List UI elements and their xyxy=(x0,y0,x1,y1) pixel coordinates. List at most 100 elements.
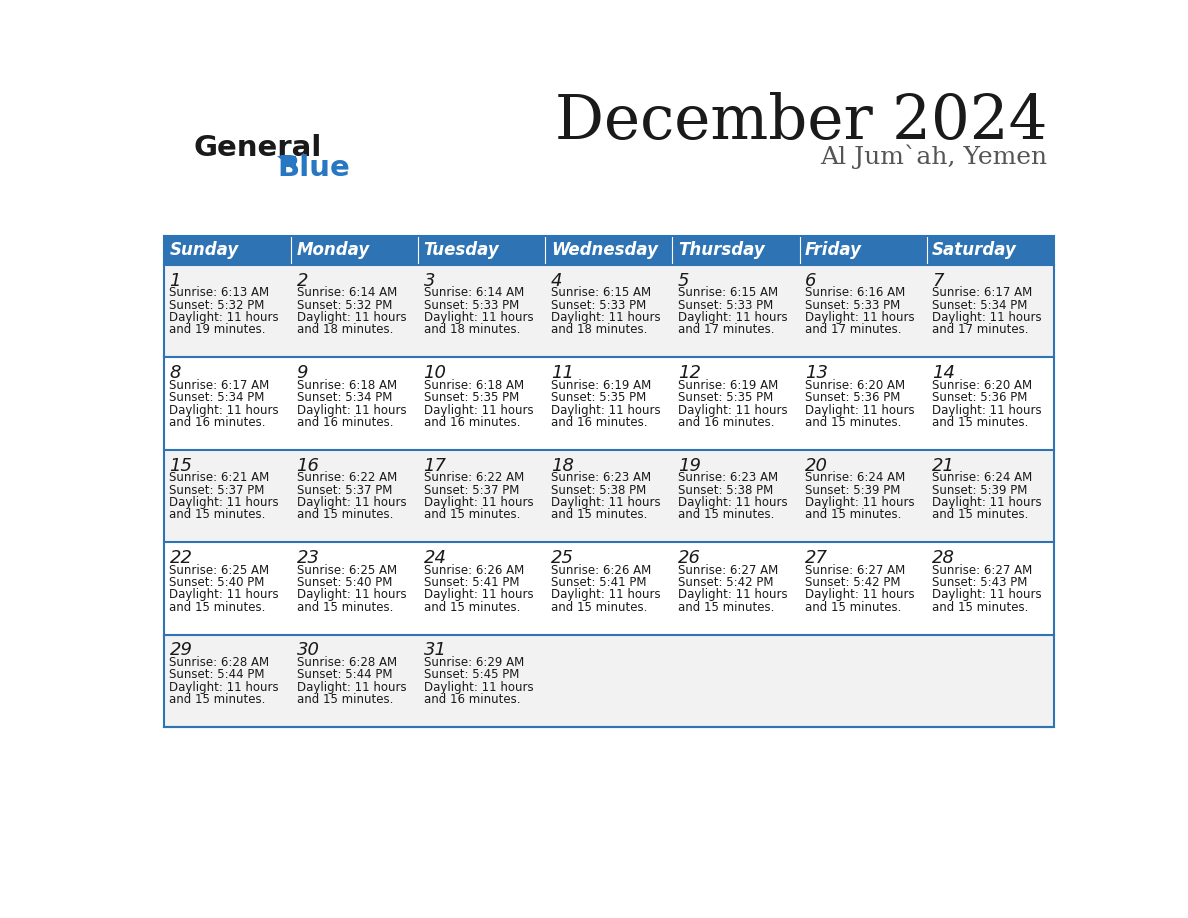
Text: Daylight: 11 hours: Daylight: 11 hours xyxy=(805,311,915,324)
Bar xyxy=(672,236,800,265)
Text: Daylight: 11 hours: Daylight: 11 hours xyxy=(933,311,1042,324)
Text: and 19 minutes.: and 19 minutes. xyxy=(170,323,266,337)
Text: Sunset: 5:39 PM: Sunset: 5:39 PM xyxy=(805,484,901,497)
Text: Saturday: Saturday xyxy=(933,241,1017,259)
Text: Daylight: 11 hours: Daylight: 11 hours xyxy=(424,311,533,324)
Text: and 15 minutes.: and 15 minutes. xyxy=(297,600,393,613)
Text: Sunday: Sunday xyxy=(170,241,239,259)
Text: 11: 11 xyxy=(551,364,574,382)
Text: Daylight: 11 hours: Daylight: 11 hours xyxy=(805,404,915,417)
Text: Daylight: 11 hours: Daylight: 11 hours xyxy=(424,496,533,509)
Text: Daylight: 11 hours: Daylight: 11 hours xyxy=(170,311,279,324)
Text: and 17 minutes.: and 17 minutes. xyxy=(805,323,902,337)
Text: Sunset: 5:40 PM: Sunset: 5:40 PM xyxy=(170,576,265,589)
Text: and 15 minutes.: and 15 minutes. xyxy=(424,600,520,613)
Text: 8: 8 xyxy=(170,364,181,382)
Text: Sunrise: 6:27 AM: Sunrise: 6:27 AM xyxy=(678,564,778,577)
Bar xyxy=(800,236,927,265)
Text: Sunrise: 6:25 AM: Sunrise: 6:25 AM xyxy=(297,564,397,577)
Bar xyxy=(164,236,291,265)
Text: Sunset: 5:39 PM: Sunset: 5:39 PM xyxy=(933,484,1028,497)
Text: Sunrise: 6:14 AM: Sunrise: 6:14 AM xyxy=(424,286,524,299)
Bar xyxy=(164,357,1054,450)
Text: Sunset: 5:36 PM: Sunset: 5:36 PM xyxy=(933,391,1028,404)
Text: Sunrise: 6:16 AM: Sunrise: 6:16 AM xyxy=(805,286,905,299)
Text: Daylight: 11 hours: Daylight: 11 hours xyxy=(170,681,279,694)
Text: Sunrise: 6:25 AM: Sunrise: 6:25 AM xyxy=(170,564,270,577)
Text: Wednesday: Wednesday xyxy=(551,241,658,259)
Text: and 15 minutes.: and 15 minutes. xyxy=(678,600,775,613)
Text: Sunset: 5:40 PM: Sunset: 5:40 PM xyxy=(297,576,392,589)
Text: and 16 minutes.: and 16 minutes. xyxy=(678,416,775,429)
Text: Sunrise: 6:18 AM: Sunrise: 6:18 AM xyxy=(297,379,397,392)
Text: Daylight: 11 hours: Daylight: 11 hours xyxy=(424,404,533,417)
Text: 16: 16 xyxy=(297,456,320,475)
Text: Daylight: 11 hours: Daylight: 11 hours xyxy=(170,404,279,417)
Text: Daylight: 11 hours: Daylight: 11 hours xyxy=(297,311,406,324)
Text: General: General xyxy=(194,134,322,162)
Text: Sunrise: 6:18 AM: Sunrise: 6:18 AM xyxy=(424,379,524,392)
Text: Sunrise: 6:19 AM: Sunrise: 6:19 AM xyxy=(551,379,651,392)
Text: Sunrise: 6:21 AM: Sunrise: 6:21 AM xyxy=(170,471,270,485)
Text: Daylight: 11 hours: Daylight: 11 hours xyxy=(297,496,406,509)
Text: and 15 minutes.: and 15 minutes. xyxy=(170,693,266,706)
Text: Sunrise: 6:22 AM: Sunrise: 6:22 AM xyxy=(424,471,524,485)
Text: Daylight: 11 hours: Daylight: 11 hours xyxy=(297,681,406,694)
Text: Sunrise: 6:29 AM: Sunrise: 6:29 AM xyxy=(424,656,524,669)
Text: Daylight: 11 hours: Daylight: 11 hours xyxy=(933,496,1042,509)
Text: 20: 20 xyxy=(805,456,828,475)
Text: Sunrise: 6:24 AM: Sunrise: 6:24 AM xyxy=(805,471,905,485)
Text: Sunrise: 6:26 AM: Sunrise: 6:26 AM xyxy=(424,564,524,577)
Text: Friday: Friday xyxy=(805,241,862,259)
Text: 3: 3 xyxy=(424,272,435,290)
Text: Monday: Monday xyxy=(297,241,369,259)
Text: Sunset: 5:44 PM: Sunset: 5:44 PM xyxy=(170,668,265,681)
Text: 21: 21 xyxy=(933,456,955,475)
Text: and 15 minutes.: and 15 minutes. xyxy=(551,509,647,521)
Text: Daylight: 11 hours: Daylight: 11 hours xyxy=(678,496,788,509)
Text: Daylight: 11 hours: Daylight: 11 hours xyxy=(424,588,533,601)
Bar xyxy=(164,543,1054,634)
Text: 17: 17 xyxy=(424,456,447,475)
Text: Sunset: 5:33 PM: Sunset: 5:33 PM xyxy=(551,299,646,312)
Text: and 15 minutes.: and 15 minutes. xyxy=(805,416,902,429)
Text: Daylight: 11 hours: Daylight: 11 hours xyxy=(678,404,788,417)
Text: Sunset: 5:35 PM: Sunset: 5:35 PM xyxy=(551,391,646,404)
Text: Sunrise: 6:24 AM: Sunrise: 6:24 AM xyxy=(933,471,1032,485)
Text: 27: 27 xyxy=(805,549,828,567)
Text: 28: 28 xyxy=(933,549,955,567)
Text: Sunset: 5:42 PM: Sunset: 5:42 PM xyxy=(678,576,773,589)
Text: Sunset: 5:34 PM: Sunset: 5:34 PM xyxy=(170,391,265,404)
Text: Daylight: 11 hours: Daylight: 11 hours xyxy=(805,496,915,509)
Text: and 18 minutes.: and 18 minutes. xyxy=(297,323,393,337)
Text: Sunset: 5:34 PM: Sunset: 5:34 PM xyxy=(297,391,392,404)
Text: Sunset: 5:34 PM: Sunset: 5:34 PM xyxy=(933,299,1028,312)
Text: Daylight: 11 hours: Daylight: 11 hours xyxy=(170,588,279,601)
Text: and 16 minutes.: and 16 minutes. xyxy=(424,693,520,706)
Text: and 15 minutes.: and 15 minutes. xyxy=(933,416,1029,429)
Text: 22: 22 xyxy=(170,549,192,567)
Text: 30: 30 xyxy=(297,642,320,659)
Text: and 17 minutes.: and 17 minutes. xyxy=(933,323,1029,337)
Text: 25: 25 xyxy=(551,549,574,567)
Text: Thursday: Thursday xyxy=(678,241,765,259)
Text: Sunrise: 6:28 AM: Sunrise: 6:28 AM xyxy=(170,656,270,669)
Text: and 15 minutes.: and 15 minutes. xyxy=(424,509,520,521)
Text: Sunset: 5:36 PM: Sunset: 5:36 PM xyxy=(805,391,901,404)
Text: 23: 23 xyxy=(297,549,320,567)
Text: Sunset: 5:43 PM: Sunset: 5:43 PM xyxy=(933,576,1028,589)
Text: Sunrise: 6:19 AM: Sunrise: 6:19 AM xyxy=(678,379,778,392)
Bar xyxy=(418,236,545,265)
Text: 26: 26 xyxy=(678,549,701,567)
Text: Sunset: 5:41 PM: Sunset: 5:41 PM xyxy=(424,576,519,589)
Text: Daylight: 11 hours: Daylight: 11 hours xyxy=(424,681,533,694)
Text: and 15 minutes.: and 15 minutes. xyxy=(933,600,1029,613)
Text: Sunset: 5:37 PM: Sunset: 5:37 PM xyxy=(170,484,265,497)
Text: Sunset: 5:38 PM: Sunset: 5:38 PM xyxy=(678,484,773,497)
Text: Sunset: 5:45 PM: Sunset: 5:45 PM xyxy=(424,668,519,681)
Text: and 16 minutes.: and 16 minutes. xyxy=(170,416,266,429)
Text: Daylight: 11 hours: Daylight: 11 hours xyxy=(297,404,406,417)
Text: 4: 4 xyxy=(551,272,562,290)
Text: Daylight: 11 hours: Daylight: 11 hours xyxy=(551,588,661,601)
Text: Sunset: 5:35 PM: Sunset: 5:35 PM xyxy=(678,391,773,404)
